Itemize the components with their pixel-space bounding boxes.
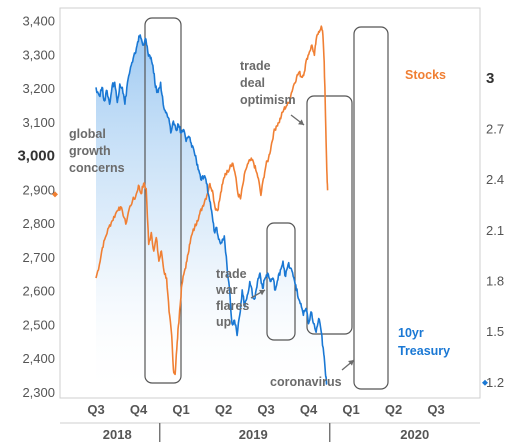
- treasury-area-fill: [96, 35, 327, 398]
- annotation-text: up: [216, 315, 232, 329]
- y-right-tick-label: 1.5: [486, 324, 504, 339]
- x-quarter-tick-label: Q4: [300, 402, 318, 417]
- y-left-tick-label: 2,800: [22, 216, 55, 231]
- annotation-text: war: [215, 283, 238, 297]
- annotation-text: trade: [216, 267, 247, 281]
- annotation-text: deal: [240, 76, 265, 90]
- y-left-tick-label: 2,500: [22, 317, 55, 332]
- x-quarter-tick-label: Q1: [342, 402, 359, 417]
- x-year-label: 2020: [400, 427, 429, 442]
- treasury-series-label: 10yr: [398, 326, 424, 340]
- y-right-tick-label: 1.2: [486, 375, 504, 390]
- treasury-axis-marker: [482, 379, 488, 386]
- annotation-text: trade: [240, 59, 271, 73]
- annotation-text: flares: [216, 299, 249, 313]
- annotation-arrowhead: [298, 119, 304, 125]
- y-left-tick-label: 3,400: [22, 14, 55, 29]
- annotation-text: growth: [69, 144, 111, 158]
- y-right-tick-label: 2.7: [486, 122, 504, 137]
- x-quarter-tick-label: Q4: [130, 402, 148, 417]
- y-right-tick-label: 1.8: [486, 274, 504, 289]
- treasury-series-label: Treasury: [398, 344, 450, 358]
- x-quarter-tick-label: Q2: [385, 402, 402, 417]
- event-highlight-box: [353, 26, 389, 390]
- y-left-tick-label: 3,300: [22, 47, 55, 62]
- event-highlight-box: [144, 17, 182, 384]
- x-year-label: 2019: [239, 427, 268, 442]
- y-left-tick-label: 3,200: [22, 81, 55, 96]
- y-left-tick-label: 2,300: [22, 385, 55, 400]
- y-left-tick-label: 2,900: [22, 182, 55, 197]
- stocks-series-label: Stocks: [405, 68, 446, 82]
- x-quarter-tick-label: Q3: [87, 402, 104, 417]
- x-year-label: 2018: [103, 427, 132, 442]
- y-left-tick-label: 2,600: [22, 284, 55, 299]
- x-quarter-tick-label: Q3: [427, 402, 444, 417]
- stocks-axis-marker: [52, 191, 58, 198]
- y-right-tick-label: 2.4: [486, 172, 504, 187]
- annotation-text: global: [69, 127, 106, 141]
- y-right-tick-label: 3: [486, 70, 494, 87]
- annotation-arrowhead: [259, 289, 265, 296]
- annotation-arrowhead: [348, 360, 354, 366]
- x-quarter-tick-label: Q2: [215, 402, 232, 417]
- x-quarter-tick-label: Q1: [172, 402, 189, 417]
- x-quarter-tick-label: Q3: [257, 402, 274, 417]
- y-left-tick-label: 3,100: [22, 115, 55, 130]
- annotation-text: concerns: [69, 161, 125, 175]
- y-left-tick-label: 2,700: [22, 250, 55, 265]
- treasury-series-line: [95, 34, 328, 385]
- y-left-tick-label: 2,400: [22, 351, 55, 366]
- stocks-series-line: [95, 25, 329, 376]
- y-left-tick-label: 3,000: [17, 148, 55, 165]
- event-highlight-box: [306, 95, 353, 335]
- annotation-text: coronavirus: [270, 375, 342, 389]
- y-right-tick-label: 2.1: [486, 223, 504, 238]
- annotation-text: optimism: [240, 93, 296, 107]
